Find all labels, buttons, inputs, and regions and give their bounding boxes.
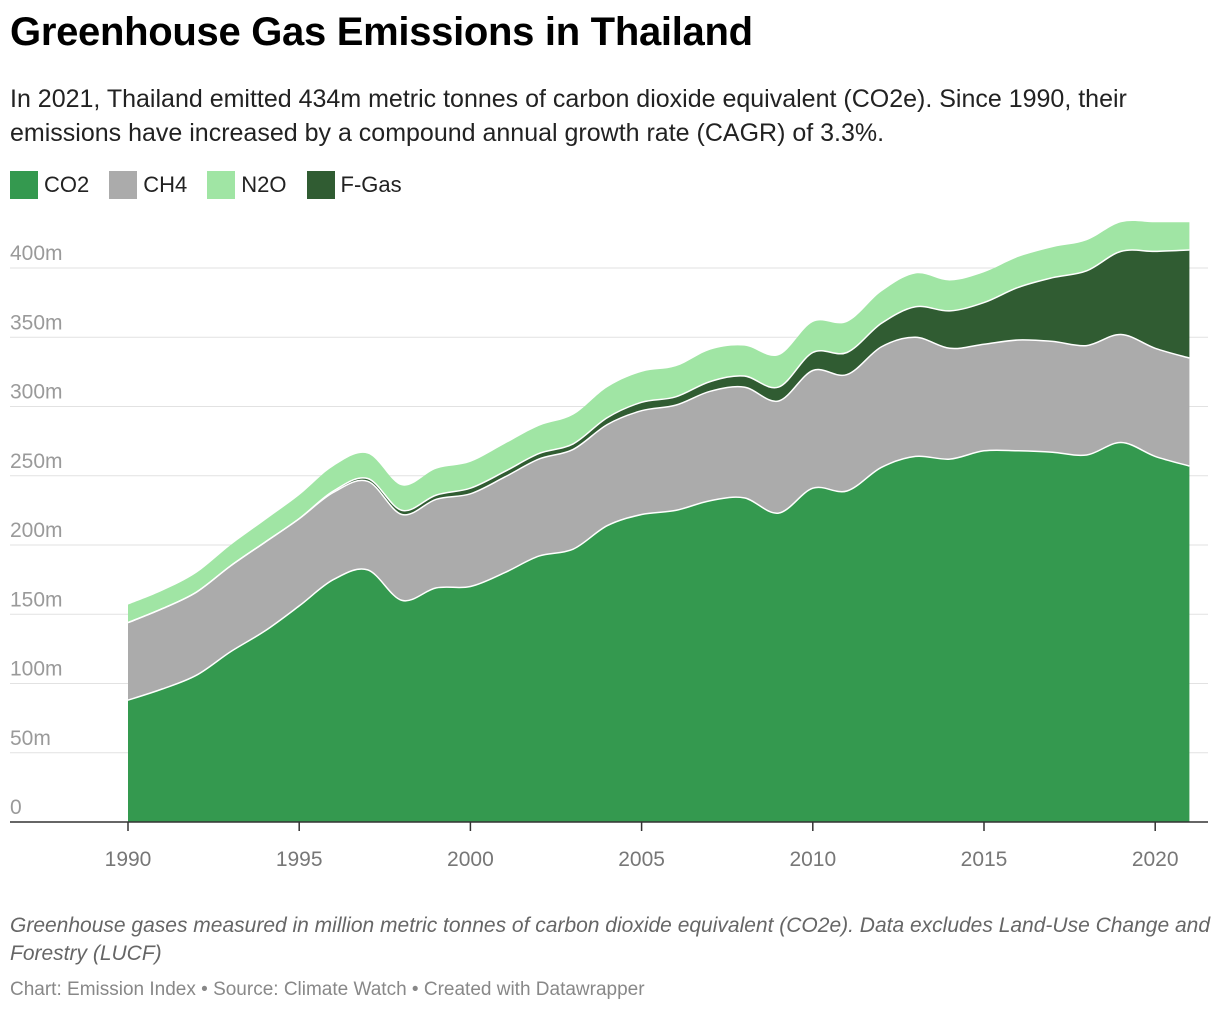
area-fgas xyxy=(128,249,1190,623)
y-tick-label-300: 300m xyxy=(10,381,63,404)
y-tick-label-400: 400m xyxy=(10,242,63,265)
legend-swatch-n2o xyxy=(207,171,236,199)
legend-label-fgas: F-Gas xyxy=(340,172,402,197)
y-tick-label-0: 0 xyxy=(10,796,22,819)
legend-item-n2o: N2O xyxy=(207,171,287,199)
area-n2o xyxy=(128,220,1190,623)
area-ch4 xyxy=(128,334,1190,701)
legend-item-ch4: CH4 xyxy=(109,171,187,199)
x-tick-label-2010: 2010 xyxy=(789,848,836,871)
legend: CO2 CH4 N2O F-Gas xyxy=(10,170,422,200)
legend-label-ch4: CH4 xyxy=(143,172,188,197)
x-axis: 1990 1995 2000 2005 2010 2015 2020 xyxy=(10,821,1208,871)
y-tick-label-200: 200m xyxy=(10,519,63,542)
y-tick-label-250: 250m xyxy=(10,450,63,473)
chart-credit: Chart: Emission Index • Source: Climate … xyxy=(10,979,645,1000)
y-tick-label-50: 50m xyxy=(10,727,51,750)
y-tick-label-100: 100m xyxy=(10,658,63,681)
y-tick-label-150: 150m xyxy=(10,588,63,611)
boundary-fgas xyxy=(127,249,1190,624)
boundary-co2 xyxy=(127,441,1190,701)
x-tick-label-1995: 1995 xyxy=(276,848,323,871)
y-tick-label-350: 350m xyxy=(10,311,63,334)
x-tick-label-2005: 2005 xyxy=(618,848,665,871)
y-axis-ticks: 0 50m 100m 150m 200m 250m 300m 350m 400m xyxy=(10,242,63,819)
chart-footnote: Greenhouse gases measured in million met… xyxy=(10,914,1211,965)
area-co2 xyxy=(128,442,1190,822)
x-tick-label-2020: 2020 xyxy=(1132,848,1179,871)
chart-title: Greenhouse Gas Emissions in Thailand xyxy=(10,10,753,54)
legend-label-n2o: N2O xyxy=(241,172,287,197)
legend-item-fgas: F-Gas xyxy=(306,171,402,199)
chart-subtitle: In 2021, Thailand emitted 434m metric to… xyxy=(10,85,1127,147)
x-tick-label-2000: 2000 xyxy=(447,848,494,871)
legend-label-co2: CO2 xyxy=(44,172,90,197)
legend-swatch-co2 xyxy=(10,171,38,199)
legend-swatch-fgas xyxy=(306,171,335,199)
legend-item-co2: CO2 xyxy=(10,171,89,199)
stacked-areas xyxy=(127,220,1190,822)
legend-swatch-ch4 xyxy=(109,171,138,199)
x-tick-label-1990: 1990 xyxy=(105,848,152,871)
x-tick-label-2015: 2015 xyxy=(961,848,1008,871)
